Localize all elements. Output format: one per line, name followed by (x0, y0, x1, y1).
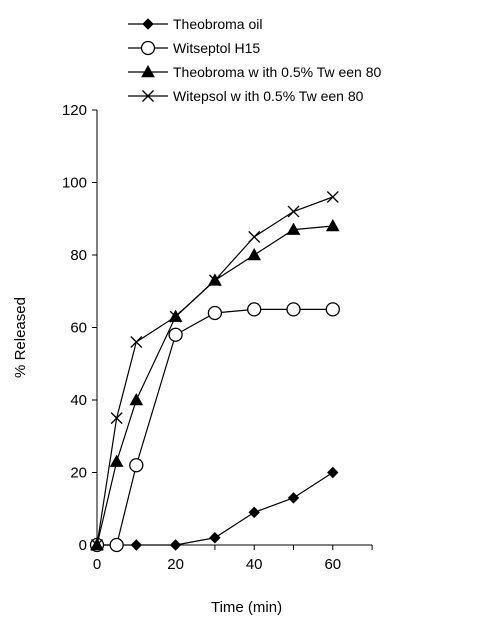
legend-label: Theobroma w ith 0.5% Tw een 80 (173, 64, 382, 80)
legend-item: Theobroma w ith 0.5% Tw een 80 (128, 64, 382, 80)
data-point (286, 222, 301, 235)
data-point (109, 454, 124, 467)
y-tick-label: 0 (79, 537, 87, 554)
x-axis-label: Time (min) (211, 599, 282, 616)
legend-item: Theobroma oil (128, 16, 263, 32)
legend-marker (141, 64, 155, 78)
data-point (129, 392, 144, 406)
legend-item: Witepsol w ith 0.5% Tw een 80 (128, 88, 364, 104)
x-tick-label: 60 (324, 556, 341, 573)
data-point (91, 539, 103, 551)
data-point (286, 302, 301, 317)
data-point (247, 302, 262, 317)
legend-marker (142, 90, 154, 102)
data-point (207, 305, 223, 321)
legend-label: Theobroma oil (173, 16, 263, 32)
data-point (248, 506, 260, 519)
series-4 (91, 191, 339, 551)
series-line (96, 196, 334, 546)
series-1 (91, 466, 339, 551)
series-line (97, 308, 333, 546)
legend-label: Witseptol H15 (173, 40, 260, 56)
legend: Theobroma oil Witseptol H15 Theobroma w it… (128, 16, 382, 104)
y-tick-label: 80 (70, 247, 87, 264)
data-point (325, 302, 340, 317)
data-point (325, 218, 340, 232)
data-point (326, 191, 339, 203)
data-point (287, 205, 300, 218)
data-point (287, 492, 300, 504)
y-tick-label: 120 (62, 102, 87, 119)
y-axis-label: % Released (12, 297, 29, 378)
data-point (169, 310, 182, 323)
data-point (209, 532, 221, 544)
data-point (130, 336, 143, 348)
data-point (169, 539, 182, 551)
data-point (208, 274, 221, 287)
data-point (109, 537, 124, 553)
legend-label: Witepsol w ith 0.5% Tw een 80 (173, 88, 364, 104)
data-point (327, 466, 339, 479)
data-point (248, 230, 261, 243)
legend-marker (140, 40, 156, 56)
x-tick-label: 40 (246, 556, 263, 573)
data-point (247, 247, 262, 261)
data-point (110, 412, 123, 425)
x-tick-label: 0 (93, 556, 101, 573)
data-point (168, 327, 183, 342)
y-tick-label: 100 (62, 175, 87, 192)
y-tick-label: 40 (70, 392, 87, 409)
y-tick-label: 60 (70, 320, 87, 337)
legend-item: Witseptol H15 (128, 40, 260, 56)
y-tick-label: 20 (70, 465, 87, 482)
legend-marker (142, 18, 154, 30)
x-tick-label: 20 (167, 556, 184, 573)
series-layer (89, 191, 340, 553)
axes: 0 20 40 60 80 100 120 0 20 40 60 (62, 102, 373, 573)
data-point (130, 539, 143, 551)
data-point (129, 458, 144, 473)
